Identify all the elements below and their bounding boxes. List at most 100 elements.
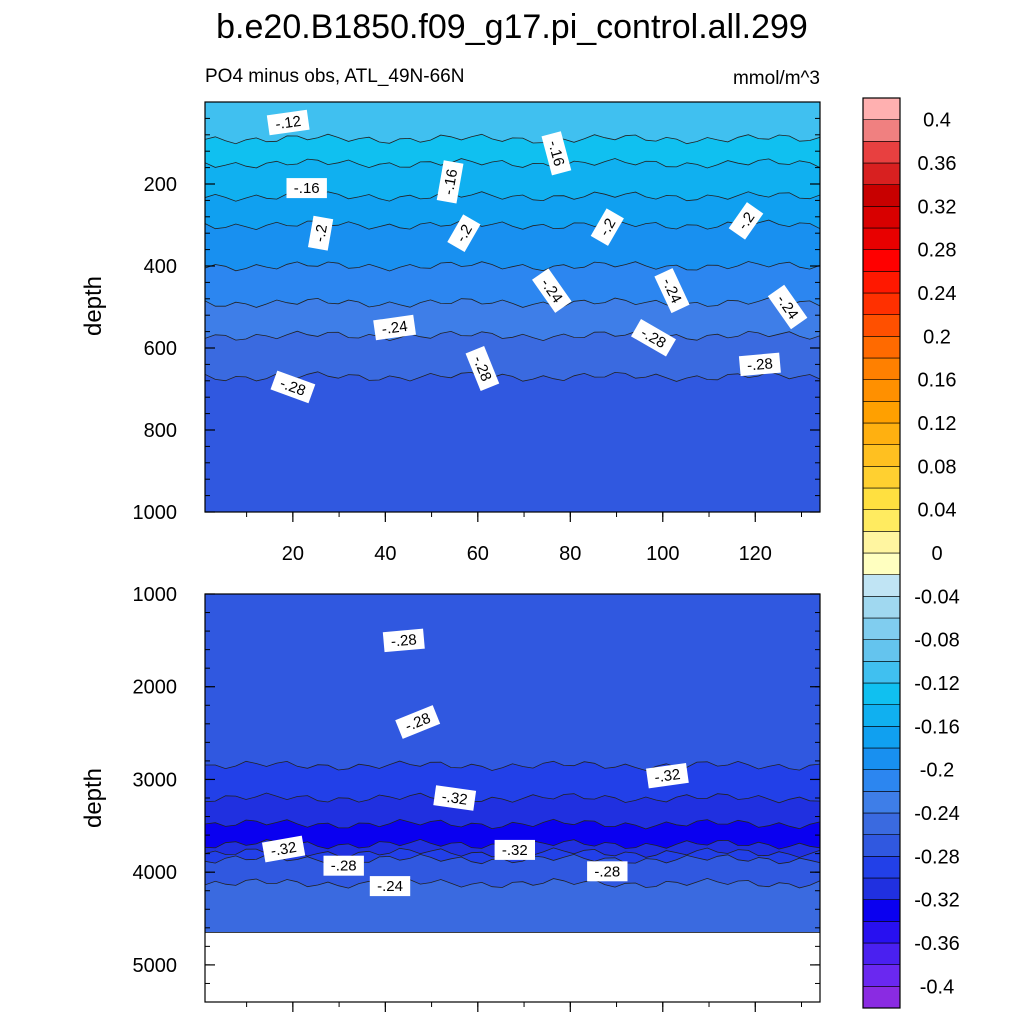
- colorbar-segment: [862, 422, 901, 445]
- contour-label-text: -.28: [390, 631, 417, 650]
- contour-label-text: -.32: [441, 788, 469, 808]
- colorbar-segment: [862, 314, 901, 337]
- contour-band: [205, 594, 820, 771]
- contour-line: [205, 133, 820, 145]
- contour-line: [205, 297, 820, 308]
- contour-line: [205, 877, 820, 889]
- colorbar-segment: [862, 184, 901, 207]
- contour-band: [205, 878, 820, 933]
- colorbar-tick-label: -0.28: [914, 846, 960, 868]
- colorbar-segment: [862, 509, 901, 532]
- colorbar-tick-label: -0.12: [914, 673, 960, 695]
- contour-label-text: -.2: [596, 216, 619, 240]
- colorbar-segment: [862, 249, 901, 272]
- contour-label-text: -.28: [594, 863, 620, 880]
- colorbar-segment: [862, 704, 901, 727]
- contour-label-text: -.2: [311, 223, 331, 243]
- contour-band: [205, 158, 820, 202]
- colorbar-segment: [862, 921, 901, 944]
- colorbar-tick-label: -0.4: [920, 976, 954, 998]
- colorbar-tick-label: -0.36: [914, 933, 960, 955]
- contour-label-text: -.12: [274, 113, 302, 133]
- colorbar-tick-label: 0.4: [923, 110, 951, 132]
- colorbar-segment: [862, 466, 901, 489]
- contour-label: -.2: [590, 208, 624, 246]
- contour-label-text: -.32: [269, 839, 297, 860]
- contour-line: [205, 792, 820, 804]
- colorbar-segment: [862, 964, 901, 987]
- no-data-region: [205, 932, 820, 1002]
- lower-panel: -.28-.28-.32-.32-.32 -.32-.28 -.28-.241000…: [133, 584, 821, 1012]
- colorbar-tick-label: -0.16: [914, 716, 960, 738]
- contour-label: -.32: [646, 762, 689, 789]
- contour-label: -.24: [369, 876, 411, 897]
- contour-label: -.28: [738, 352, 781, 377]
- colorbar-segment: [862, 574, 901, 597]
- chart-subtitle: PO4 minus obs, ATL_49N-66N: [205, 66, 464, 87]
- x-tick-label: 20: [282, 543, 304, 565]
- colorbar-segment: [862, 639, 901, 662]
- contour-line: [205, 261, 820, 272]
- units-label: mmol/m^3: [733, 68, 820, 89]
- y-tick-label: 2000: [133, 677, 178, 699]
- contour-label-text: -.2: [453, 222, 476, 246]
- colorbar-segment: [862, 336, 901, 359]
- contour-label: -.16: [286, 178, 327, 199]
- colorbar-segment: [862, 379, 901, 402]
- colorbar-segment: [862, 271, 901, 294]
- contour-label: -.16: [541, 131, 572, 176]
- colorbar-tick-label: 0.08: [918, 456, 957, 478]
- colorbar-segment: [862, 357, 901, 380]
- contour-band: [205, 331, 820, 382]
- plot-frame: [204, 101, 821, 513]
- colorbar-segment: [862, 487, 901, 510]
- colorbar-segment: [862, 552, 901, 575]
- y-tick-label: 3000: [133, 769, 178, 791]
- colorbar-tick-label: 0.32: [918, 196, 957, 218]
- contour-label: -.12: [266, 109, 310, 136]
- colorbar-segment: [862, 812, 901, 835]
- contour-field: -.28-.28-.32-.32-.32 -.32-.28 -.28-.24: [205, 594, 820, 1002]
- upper-y-axis-label: depth: [80, 276, 107, 336]
- contour-field: -.12-.16 -.16-.16-.2 -.2 -.2 -.2-.24 -.24-.24…: [205, 102, 820, 512]
- colorbar-segment: [862, 682, 901, 705]
- x-tick-label: 120: [739, 543, 772, 565]
- colorbar-segment: [862, 899, 901, 922]
- colorbar-tick-label: 0.04: [918, 500, 957, 522]
- contour-label: -.28: [270, 370, 316, 404]
- contour-band: [205, 297, 820, 341]
- contour-label: -.32: [261, 835, 306, 863]
- y-tick-label: 200: [144, 174, 177, 196]
- colorbar-segment: [862, 986, 901, 1009]
- colorbar-segment: [862, 856, 901, 879]
- contour-band: [205, 371, 820, 512]
- x-tick-label: 60: [467, 543, 489, 565]
- contour-label: -.28: [382, 628, 425, 653]
- y-tick-label: 5000: [133, 955, 178, 977]
- colorbar-segment: [862, 162, 901, 185]
- contour-label: -.32: [494, 839, 535, 860]
- colorbar-frame: [862, 97, 901, 1009]
- colorbar-segment: [862, 119, 901, 142]
- colorbar: 0.4 0.36 0.32 0.28 0.24 0.2 0.16 0.12 0.08 0.04 0 -…: [862, 97, 960, 1009]
- contour-label-text: -.28: [746, 355, 773, 374]
- colorbar-segment: [862, 227, 901, 250]
- contour-line: [205, 760, 820, 771]
- contour-line: [205, 158, 820, 169]
- colorbar-segment: [862, 97, 901, 120]
- colorbar-tick-label: -0.2: [920, 760, 954, 782]
- contour-line: [205, 853, 820, 865]
- contour-line: [205, 330, 820, 342]
- colorbar-segment: [862, 617, 901, 640]
- y-tick-label: 4000: [133, 862, 178, 884]
- contour-label: -.2: [728, 202, 764, 240]
- y-tick-label: 1000: [133, 584, 178, 606]
- contour-label-text: -.32: [502, 842, 528, 859]
- contour-label: -.16: [436, 160, 464, 204]
- x-tick-label: 100: [646, 543, 679, 565]
- contour-band: [205, 819, 820, 850]
- colorbar-segment: [862, 834, 901, 857]
- colorbar-segment: [862, 531, 901, 554]
- colorbar-tick-label: -0.08: [914, 630, 960, 652]
- y-tick-label: 400: [144, 256, 177, 278]
